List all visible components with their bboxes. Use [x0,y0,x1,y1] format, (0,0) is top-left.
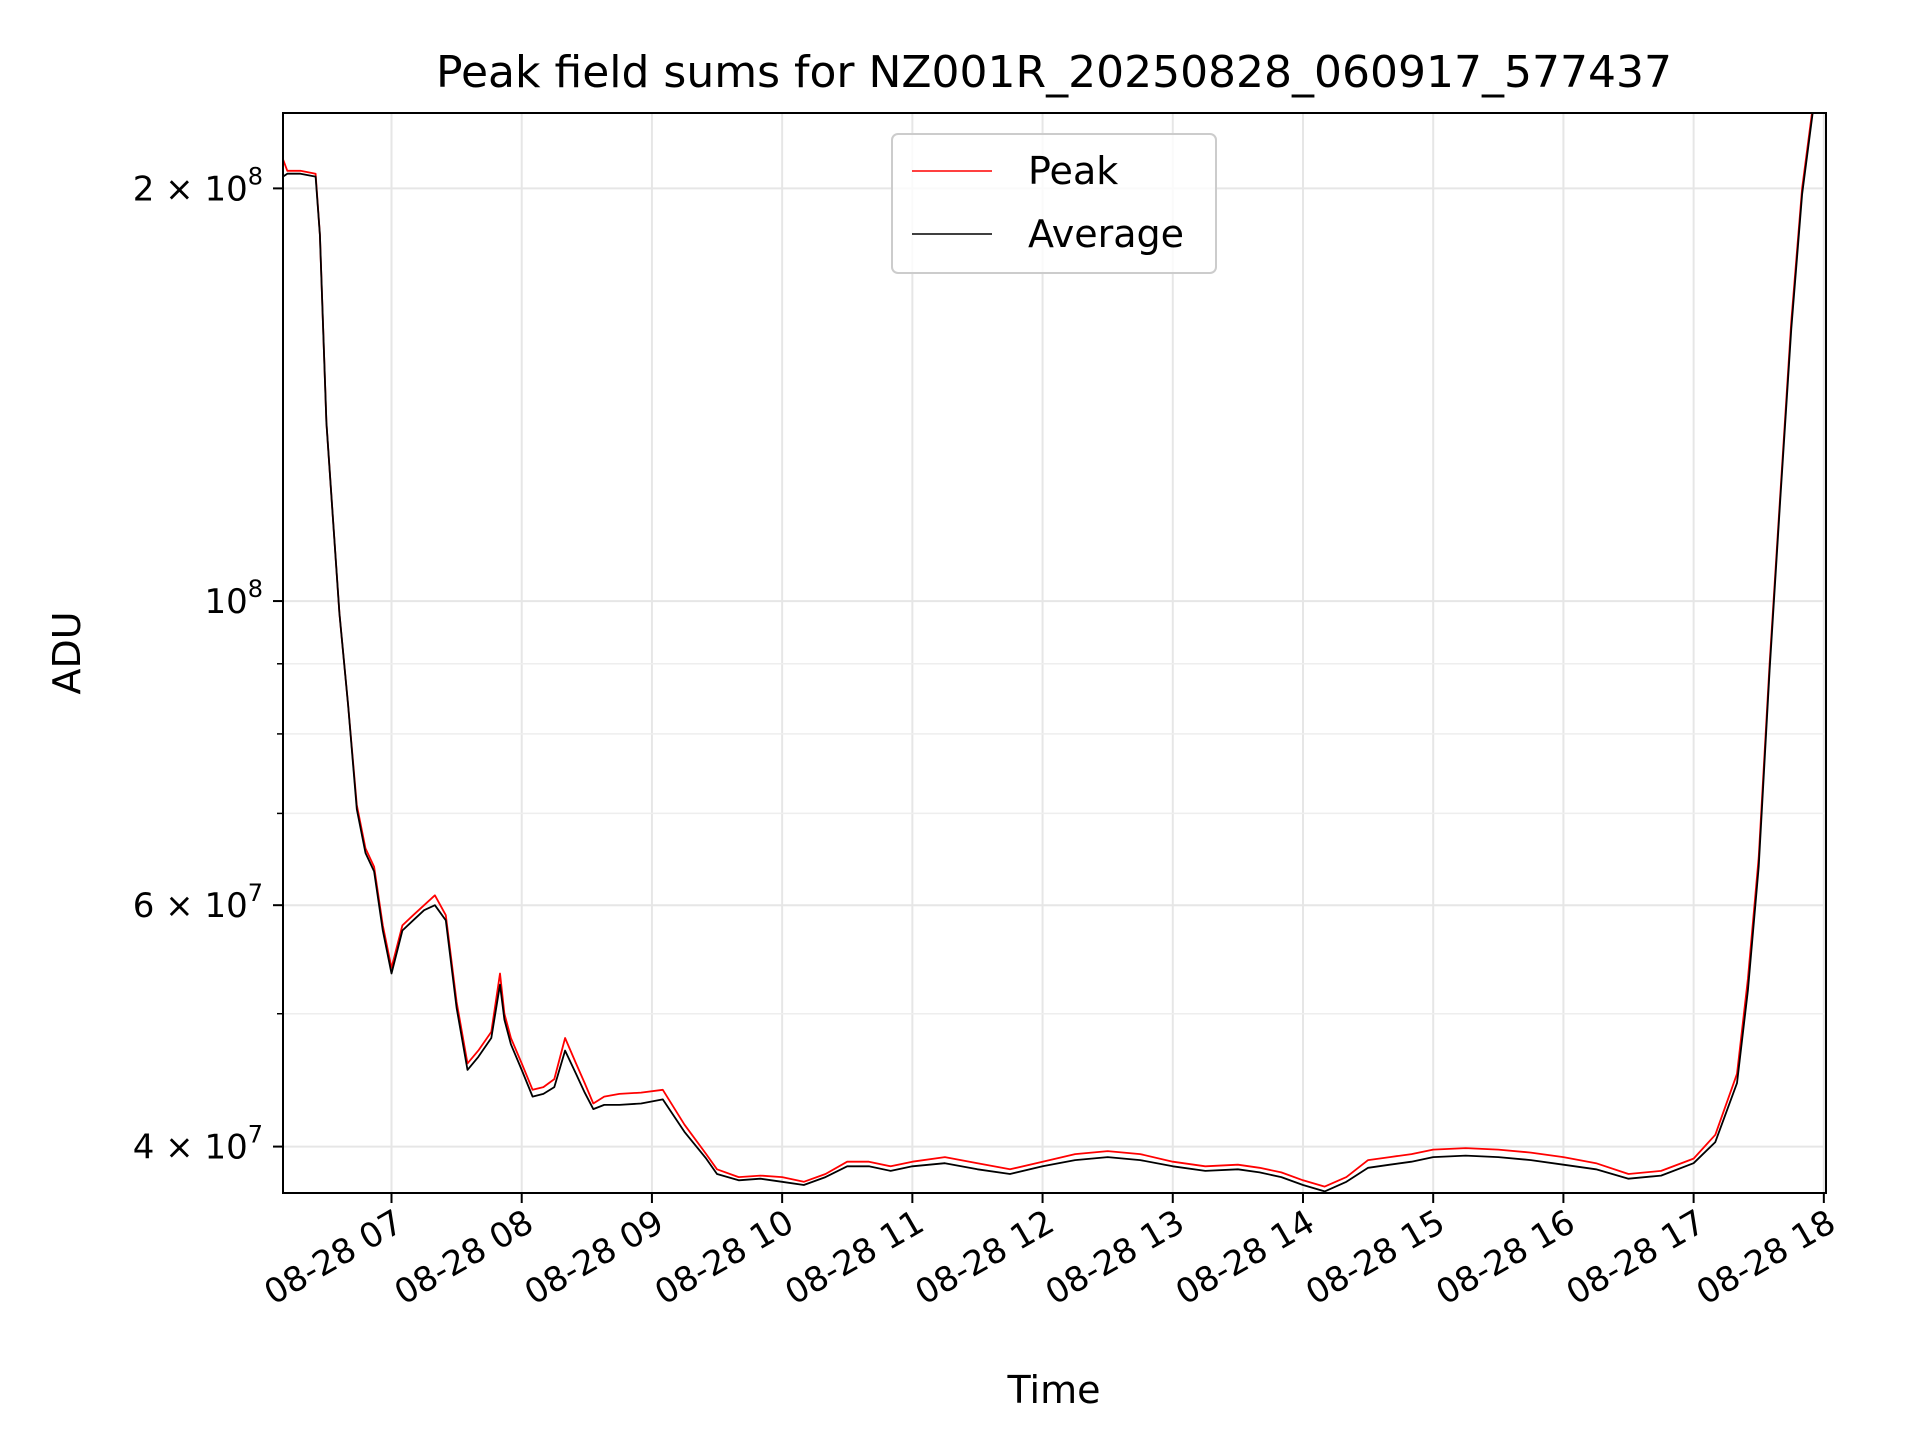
legend: Peak Average [891,133,1217,274]
grid-lines [283,113,1826,1193]
legend-label-average: Average [1028,212,1184,256]
axes-frame [282,112,1827,1194]
x-axis-label: Time [1007,1368,1101,1412]
y-axis-ticks: 4 × 107 6 × 107 108 2 × 108 [133,162,283,1168]
chart-title: Peak field sums for NZ001R_20250828_0609… [436,47,1672,98]
y-tick-label: 108 [204,575,263,622]
y-tick-label: 2 × 108 [133,162,263,209]
y-tick-label: 6 × 107 [133,879,263,926]
series-layer [283,113,1814,1193]
y-axis-label: ADU [45,611,89,694]
y-tick-label: 4 × 107 [133,1121,263,1168]
legend-box [891,133,1217,274]
series-line-average [283,113,1814,1193]
plot-region [283,113,1814,1193]
legend-label-peak: Peak [1028,149,1118,193]
series-line-peak [283,113,1813,1188]
